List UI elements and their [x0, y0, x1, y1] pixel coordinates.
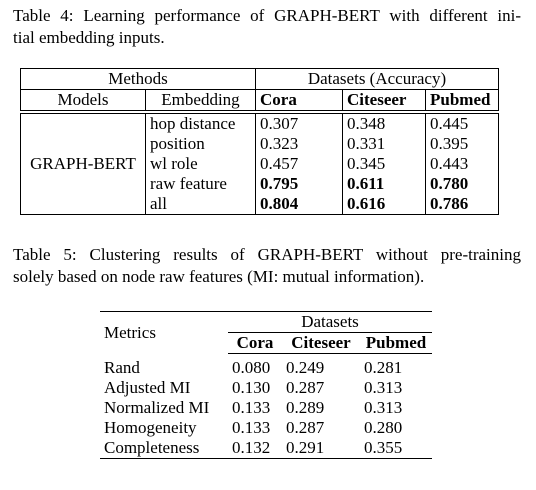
- table-cell: 0.291: [286, 438, 325, 457]
- table-cell: 0.133: [232, 398, 271, 417]
- table-cell: raw feature: [145, 174, 256, 194]
- table-cell: 0.249: [286, 358, 325, 377]
- table-cell: 0.130: [232, 378, 271, 397]
- header-cell: Methods: [20, 68, 256, 90]
- table-cell: 0.345: [342, 154, 426, 174]
- table-row: Homogeneity 0.133 0.287 0.280: [100, 418, 432, 438]
- table-cell: 0.323: [255, 134, 343, 154]
- table-row: raw feature 0.795 0.611 0.780: [21, 174, 499, 194]
- table-cell: 0.443: [425, 154, 499, 174]
- table: Metrics Datasets Cora Citeseer Pubmed Rand 0.0…: [100, 311, 432, 459]
- model-cell: GRAPH-BERT: [20, 112, 146, 215]
- table-cell: 0.457: [255, 154, 343, 174]
- caption-line: solely based on node raw features (MI: m…: [13, 267, 425, 286]
- column-header: Citeseer: [282, 332, 360, 354]
- column-header: Pubmed: [360, 332, 432, 354]
- table-cell: Adjusted MI: [104, 378, 191, 397]
- table-cell: 0.795: [255, 174, 343, 194]
- table-cell: Normalized MI: [104, 398, 210, 417]
- table-row: Completeness 0.132 0.291 0.355: [100, 438, 432, 459]
- header-cell: Metrics: [104, 322, 156, 342]
- table-cell: 0.616: [342, 194, 426, 215]
- column-header: Models: [20, 89, 146, 114]
- table-cell: 0.331: [342, 134, 426, 154]
- table-caption: Table 5: Clustering results of GRAPH-BER…: [13, 244, 521, 288]
- table-row: Rand 0.080 0.249 0.281: [100, 354, 432, 379]
- table-row: Normalized MI 0.133 0.289 0.313: [100, 398, 432, 418]
- table-cell: 0.313: [364, 378, 403, 397]
- table-cell: 0.804: [255, 194, 343, 215]
- table-row: wl role 0.457 0.345 0.443: [21, 154, 499, 174]
- header-cell: Datasets: [228, 311, 432, 333]
- table-row: GRAPH-BERT hop distance 0.307 0.348 0.445: [20, 112, 499, 215]
- column-header: Citeseer: [342, 89, 426, 114]
- table-cell: 0.786: [425, 194, 499, 215]
- table-row: position 0.323 0.331 0.395: [21, 134, 499, 154]
- table-cell: 0.133: [232, 418, 271, 437]
- table-cell: all: [145, 194, 256, 215]
- header-row: Models Embedding Cora Citeseer Pubmed: [20, 89, 499, 114]
- table-caption: Table 4: Learning performance of GRAPH-B…: [13, 5, 521, 49]
- table-cell: 0.445: [425, 112, 499, 134]
- table-cell: Rand: [104, 357, 140, 377]
- header-cell: Datasets (Accuracy): [255, 68, 499, 90]
- table: Methods Datasets (Accuracy) Models Embeddin…: [20, 68, 499, 215]
- table-row: Adjusted MI 0.130 0.287 0.313: [100, 378, 432, 398]
- table-cell: 0.780: [425, 174, 499, 194]
- caption-line: Table 4: Learning performance of GRAPH-B…: [13, 6, 521, 25]
- column-header: Pubmed: [425, 89, 499, 114]
- table-cell: 0.287: [286, 378, 325, 397]
- table-cell: 0.313: [364, 398, 403, 417]
- table-cell: 0.289: [286, 398, 325, 417]
- table-cell: 0.080: [232, 358, 271, 377]
- caption-line: Table 5: Clustering results of GRAPH-BER…: [13, 245, 521, 264]
- table-cell: 0.395: [425, 134, 499, 154]
- table-cell: 0.355: [364, 438, 403, 457]
- caption-line: tial embedding inputs.: [13, 28, 165, 47]
- column-header: Cora: [255, 89, 343, 114]
- table-cell: 0.287: [286, 418, 325, 437]
- table-cell: position: [145, 134, 256, 154]
- table-cell: Homogeneity: [104, 418, 197, 437]
- table-cell: 0.280: [364, 418, 403, 437]
- table-row: all 0.804 0.616 0.786: [21, 194, 499, 215]
- table-cell: Completeness: [104, 438, 200, 457]
- table-cell: 0.307: [255, 112, 343, 134]
- table-cell: 0.132: [232, 438, 271, 457]
- header-row: Metrics Datasets: [100, 311, 432, 342]
- column-header: Cora: [228, 332, 282, 354]
- table-cell: wl role: [145, 154, 256, 174]
- table-cell: 0.281: [364, 358, 403, 377]
- table-cell: 0.348: [342, 112, 426, 134]
- header-row: Methods Datasets (Accuracy): [20, 68, 499, 90]
- table-cell: 0.611: [342, 174, 426, 194]
- header-row: Cora Citeseer Pubmed: [100, 332, 432, 354]
- column-header: Embedding: [145, 89, 256, 114]
- table-cell: hop distance: [145, 112, 256, 134]
